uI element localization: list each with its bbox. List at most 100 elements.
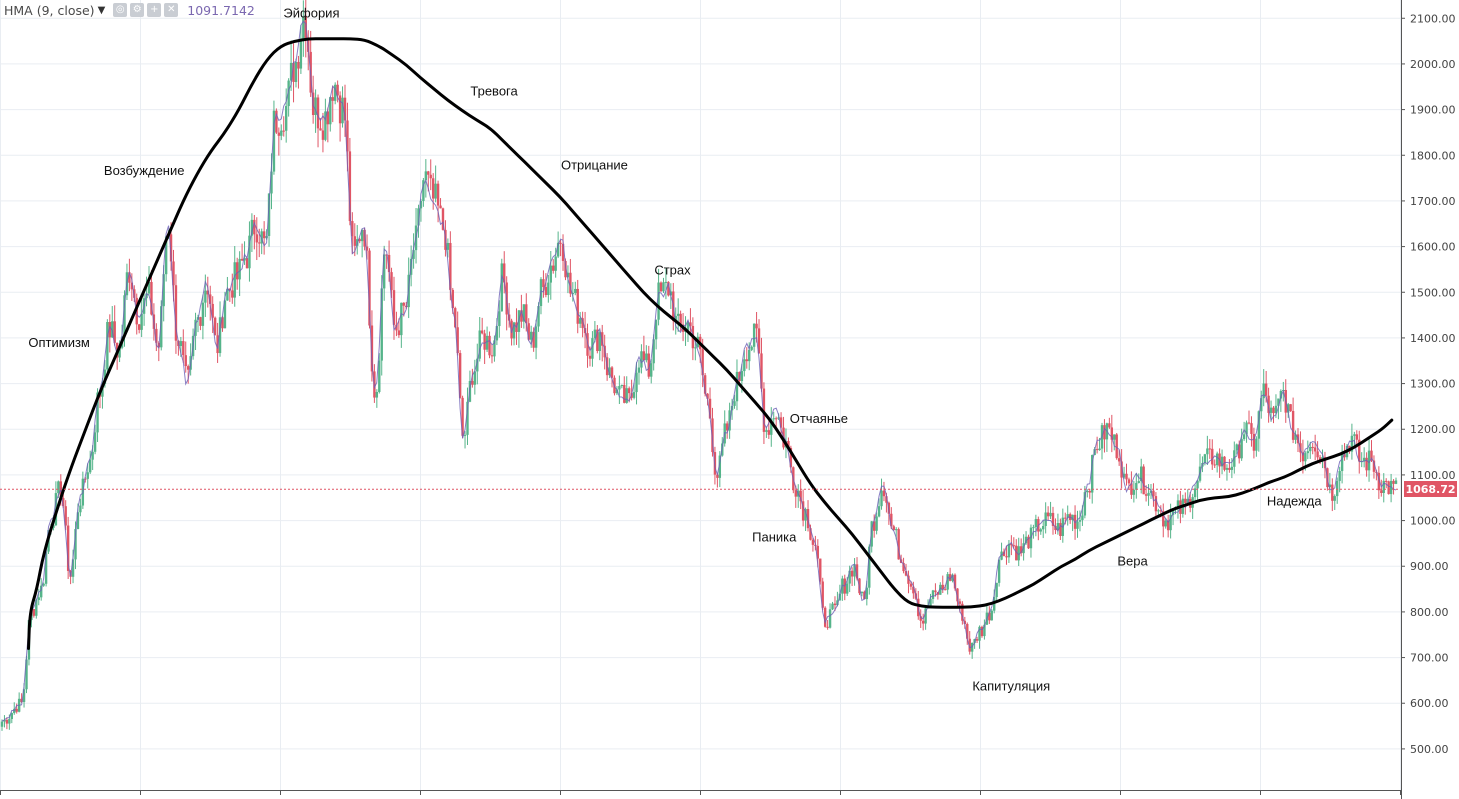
candle-body: [8, 719, 11, 724]
candle-body: [490, 355, 494, 357]
candle-body: [706, 393, 709, 399]
candle-body: [57, 481, 60, 494]
candle-body: [1269, 407, 1273, 413]
candle-body: [1081, 515, 1084, 521]
candle-body: [133, 289, 136, 298]
candle-body: [855, 564, 859, 579]
candle-body: [1122, 473, 1126, 478]
candle-body: [427, 171, 430, 175]
candle-body: [645, 353, 648, 361]
candle-body: [1240, 439, 1243, 459]
candle-body: [451, 289, 454, 309]
candle-body: [343, 97, 347, 121]
indicator-name[interactable]: HMA (9, close): [4, 2, 95, 18]
candle-body: [436, 183, 440, 206]
candle-body: [787, 441, 790, 448]
candle-body: [774, 418, 778, 420]
candle-body: [101, 383, 104, 397]
candle-body: [1142, 466, 1145, 495]
candle-body: [1166, 520, 1170, 531]
candle-body: [243, 258, 246, 261]
candle-body: [64, 506, 67, 526]
candle-body: [542, 279, 545, 288]
y-tick-label: 1400.00: [1410, 332, 1456, 345]
candle-body: [970, 642, 974, 652]
gear-icon[interactable]: ⚙: [130, 3, 145, 17]
candle-body: [341, 97, 344, 124]
candle-body: [1331, 484, 1334, 501]
candle-body: [948, 574, 952, 581]
candle-body: [365, 246, 369, 251]
candle-body: [434, 183, 437, 199]
candle-body: [128, 272, 131, 283]
candle-body: [654, 319, 658, 340]
candle-body: [1301, 452, 1305, 462]
candle-body: [275, 110, 278, 133]
candle-body: [1157, 510, 1160, 512]
candle-body: [336, 84, 339, 96]
candle-body: [1252, 433, 1256, 451]
candle-body: [581, 318, 584, 329]
candle-body: [206, 290, 209, 295]
candle-body: [593, 329, 597, 339]
annotation-label: Тревога: [470, 83, 518, 98]
candle-body: [652, 339, 655, 364]
candle-body: [1000, 551, 1003, 560]
candle-body: [10, 713, 13, 720]
candle-body: [872, 521, 876, 531]
chart-grid: [0, 0, 1401, 790]
candle-body: [22, 689, 26, 702]
close-icon[interactable]: ✕: [164, 3, 179, 17]
candle-body: [338, 95, 342, 124]
candle-body: [875, 516, 878, 531]
candle-body: [716, 474, 719, 478]
y-tick-label: 600.00: [1410, 697, 1449, 710]
candle-body: [1110, 427, 1114, 440]
candle-body: [140, 313, 143, 330]
candle-body: [779, 417, 783, 428]
y-tick-label: 1100.00: [1410, 469, 1456, 482]
candle-body: [1211, 448, 1214, 465]
candle-body: [1313, 447, 1317, 452]
candle-body: [559, 242, 562, 244]
candle-body: [961, 603, 964, 621]
price-axis[interactable]: 500.00 600.00 700.00 800.00 900.00 1000.00 110…: [1401, 0, 1456, 799]
candle-body: [588, 355, 592, 359]
candle-body: [1279, 390, 1283, 399]
candle-body: [260, 231, 263, 244]
time-axis[interactable]: [0, 790, 1401, 795]
candle-body: [1127, 479, 1131, 484]
candle-body: [679, 313, 682, 325]
candle-body: [402, 302, 405, 306]
candle-body: [123, 295, 126, 337]
candle-body: [1059, 523, 1062, 536]
candle-body: [262, 231, 266, 239]
candle-body: [387, 254, 391, 273]
candle-body: [1098, 448, 1101, 451]
candle-body: [255, 234, 258, 243]
y-tick-label: 800.00: [1410, 606, 1449, 619]
add-icon[interactable]: +: [147, 3, 162, 17]
candle-body: [1071, 514, 1074, 520]
candle-body: [74, 529, 77, 560]
candle-body: [598, 332, 601, 352]
candle-body: [441, 208, 445, 230]
candle-body: [351, 221, 354, 237]
candle-body: [520, 310, 523, 322]
settings-icon[interactable]: ◎: [113, 3, 128, 17]
candle-body: [1338, 471, 1341, 481]
candle-body: [111, 321, 114, 338]
candle-body: [287, 80, 290, 107]
candle-body: [267, 193, 271, 236]
candle-body: [218, 317, 222, 354]
candle-body: [647, 353, 650, 377]
candle-body: [213, 317, 217, 336]
candle-body: [659, 282, 663, 292]
candle-body: [424, 171, 428, 181]
chevron-down-icon[interactable]: ▼: [97, 4, 106, 16]
candle-body: [904, 571, 908, 576]
candle-body: [623, 384, 626, 403]
candle-body: [314, 97, 317, 115]
candle-body: [601, 332, 604, 346]
